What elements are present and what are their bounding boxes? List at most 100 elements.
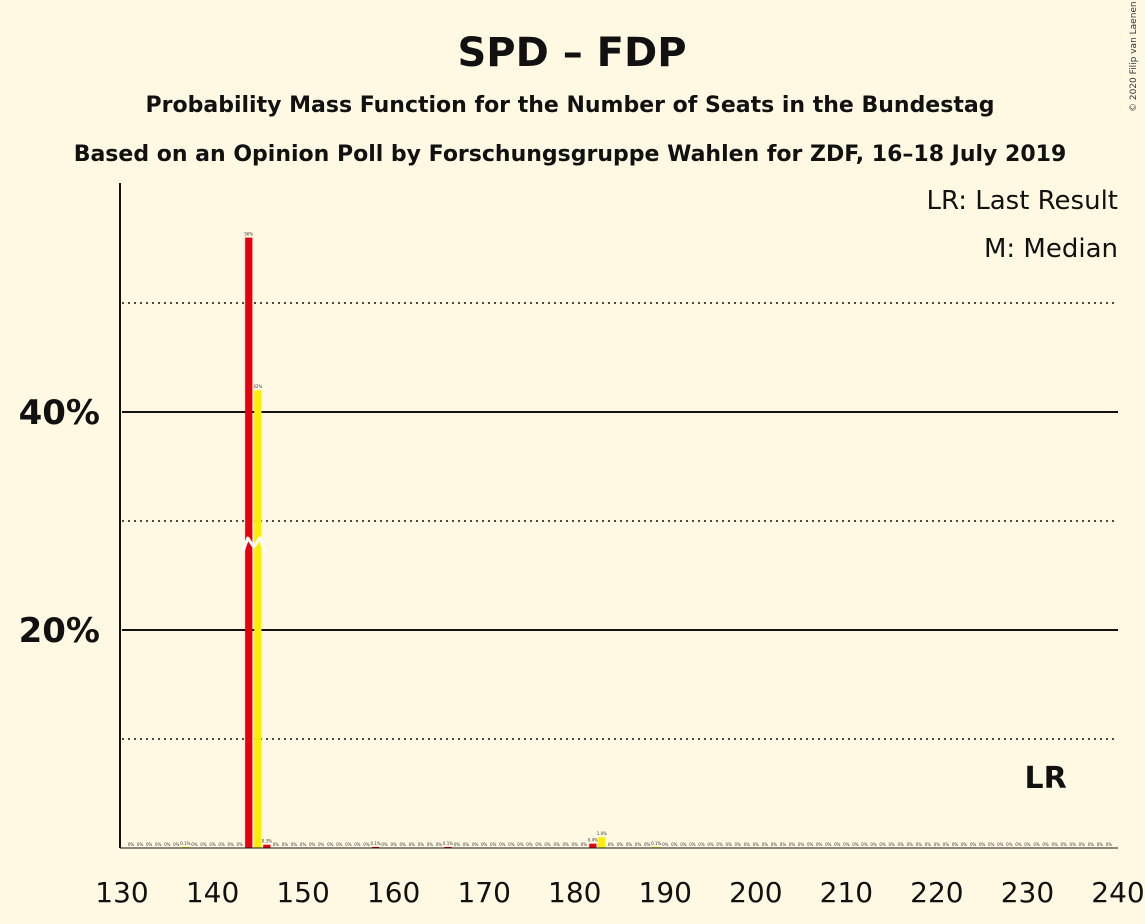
bar-label-141: 0% [218,842,225,847]
bar-label-213: 0% [870,842,877,847]
bar-label-182: 0.4% [588,838,598,843]
bar-label-226: 0% [988,842,995,847]
bar-label-131: 0% [128,842,135,847]
bar-label-217: 0% [907,842,914,847]
bar-label-209: 0% [834,842,841,847]
bar-label-137: 0.1% [180,841,190,846]
bar-label-224: 0% [970,842,977,847]
x-tick-200: 200 [729,876,782,909]
bar-label-229: 0% [1015,842,1022,847]
bar-label-196: 0% [716,842,723,847]
bar-label-208: 0% [825,842,832,847]
bar-label-199: 0% [744,842,751,847]
bar-label-140: 0% [209,842,216,847]
x-tick-220: 220 [910,876,963,909]
bar-label-172: 0% [499,842,506,847]
bar-label-133: 0% [146,842,153,847]
bar-label-211: 0% [852,842,859,847]
bar-137 [181,846,190,848]
x-tick-190: 190 [639,876,692,909]
bar-189 [652,846,660,848]
bar-label-231: 0% [1033,842,1040,847]
bar-label-221: 0% [943,842,950,847]
x-tick-240: 240 [1091,876,1144,909]
bar-label-144: 56% [244,232,253,237]
bar-label-162: 0% [409,842,416,847]
bar-label-157: 0% [363,842,370,847]
bar-label-164: 0% [427,842,434,847]
bar-label-186: 0% [626,842,633,847]
bar-144 [245,237,253,849]
bar-label-173: 0% [508,842,515,847]
bar-label-174: 0% [517,842,524,847]
bar-label-227: 0% [997,842,1004,847]
gridlines [122,302,1118,740]
bar-183 [598,837,606,848]
bar-label-160: 0% [390,842,397,847]
chart-subtitle-2: Based on an Opinion Poll by Forschungsgr… [74,142,1067,167]
bar-label-235: 0% [1070,842,1077,847]
bar-label-190: 0% [662,842,669,847]
bars [181,237,660,849]
bar-label-232: 0% [1042,842,1049,847]
bar-label-194: 0% [698,842,705,847]
bar-label-185: 0% [617,842,624,847]
bar-label-175: 0% [526,842,533,847]
median-marker [241,536,267,553]
bar-label-142: 0% [227,842,234,847]
bar-label-204: 0% [789,842,796,847]
bar-label-197: 0% [725,842,732,847]
bar-label-210: 0% [843,842,850,847]
bar-label-216: 0% [898,842,905,847]
bar-182 [589,843,597,848]
bar-label-152: 0% [318,842,325,847]
y-tick-40: 40% [19,393,100,433]
bar-label-135: 0% [164,842,171,847]
bar-label-167: 0% [454,842,461,847]
bar-145 [254,390,262,848]
bar-label-146: 0.3% [262,839,272,844]
bar-label-234: 0% [1060,842,1067,847]
bar-label-138: 0% [191,842,198,847]
x-tick-180: 180 [548,876,601,909]
bar-label-150: 0% [300,842,307,847]
bar-label-239: 0% [1106,842,1113,847]
bar-label-163: 0% [418,842,425,847]
bar-label-202: 0% [771,842,778,847]
bar-label-156: 0% [354,842,361,847]
bar-label-222: 0% [952,842,959,847]
bar-label-179: 0% [562,842,569,847]
chart-title: SPD – FDP [457,30,686,76]
bar-label-170: 0% [481,842,488,847]
bar-label-238: 0% [1097,842,1104,847]
bar-label-195: 0% [707,842,714,847]
bar-label-181: 0% [581,842,588,847]
bar-label-178: 0% [553,842,560,847]
bar-label-220: 0% [934,842,941,847]
bar-label-177: 0% [544,842,551,847]
bar-label-230: 0% [1024,842,1031,847]
axes [119,183,1118,849]
bar-label-136: 0% [173,842,180,847]
bar-label-215: 0% [888,842,895,847]
bar-label-206: 0% [807,842,814,847]
bar-label-192: 0% [680,842,687,847]
bar-label-233: 0% [1051,842,1058,847]
bar-label-180: 0% [572,842,579,847]
bar-label-193: 0% [689,842,696,847]
x-tick-140: 140 [186,876,239,909]
bar-label-189: 0.1% [651,841,661,846]
x-tick-230: 230 [1001,876,1054,909]
bar-label-147: 0% [273,842,280,847]
bar-label-184: 0% [608,842,615,847]
bar-label-169: 0% [472,842,479,847]
bar-label-145: 42% [253,384,262,389]
bar-label-187: 0% [635,842,642,847]
bar-label-154: 0% [336,842,343,847]
x-tick-labels: 130 140 150 160 170 180 190 200 210 220 230 240 [95,876,1144,909]
bar-label-161: 0% [400,842,407,847]
bar-label-228: 0% [1006,842,1013,847]
bar-label-212: 0% [861,842,868,847]
bar-label-168: 0% [463,842,470,847]
